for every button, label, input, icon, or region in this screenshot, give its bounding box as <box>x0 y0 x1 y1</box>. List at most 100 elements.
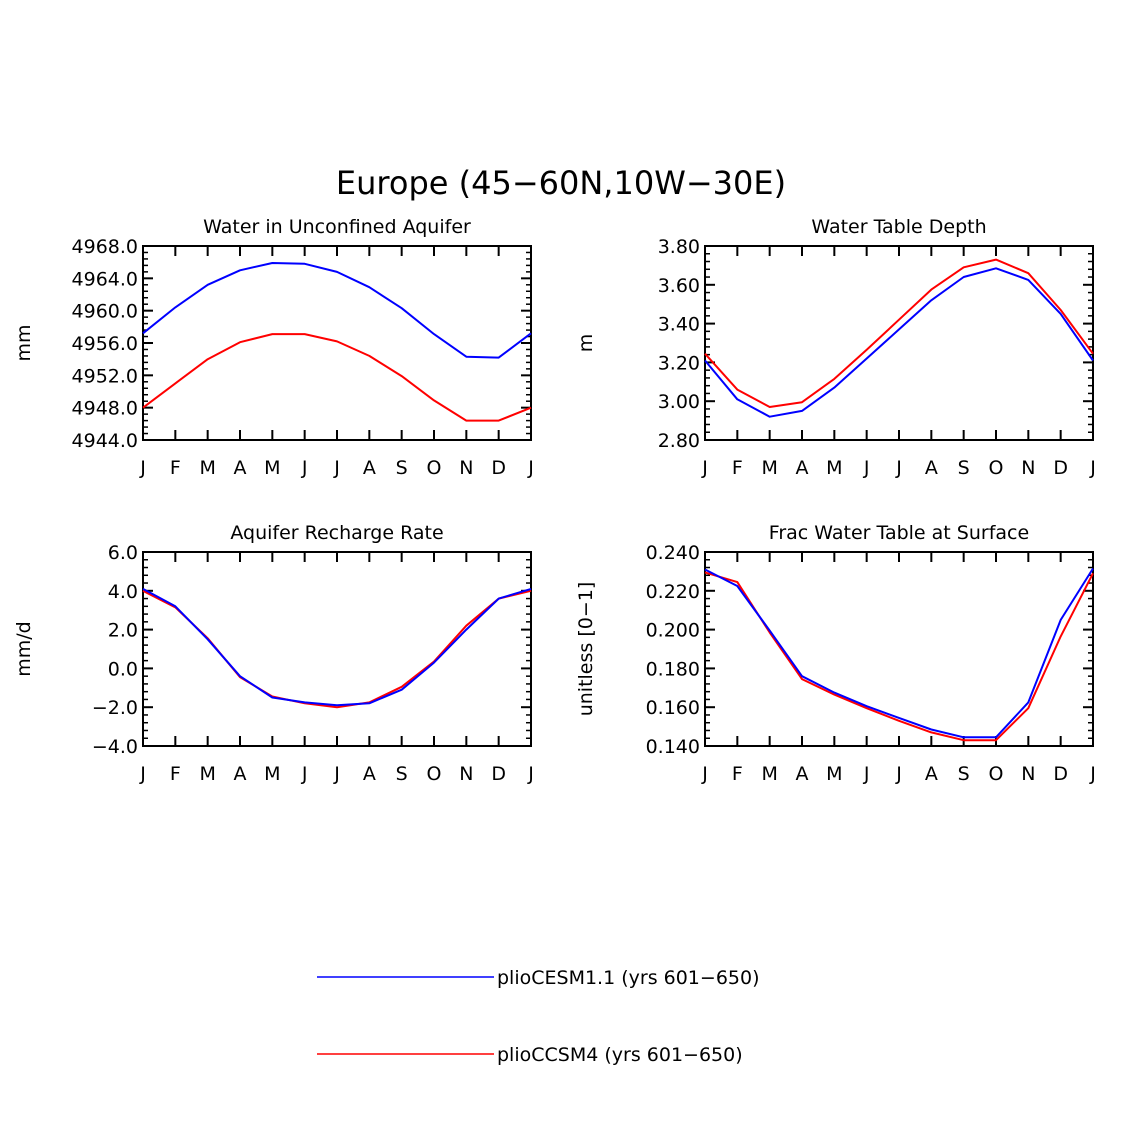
x-tick-label: F <box>170 457 181 479</box>
x-tick-label: A <box>796 457 809 479</box>
plot-frame <box>704 245 1094 441</box>
y-tick-label: 3.00 <box>658 391 700 413</box>
x-tick-label: A <box>796 763 809 785</box>
y-tick-label: 3.20 <box>658 352 700 374</box>
x-tick-label: M <box>264 457 280 479</box>
x-tick-label: O <box>427 457 442 479</box>
x-tick-label: F <box>170 763 181 785</box>
y-tick-label: 6.0 <box>108 542 138 564</box>
x-tick-label: J <box>333 457 340 479</box>
y-axis-label: mm/d <box>13 621 35 676</box>
series-line-2 <box>142 589 532 709</box>
y-tick-label: 4.0 <box>108 581 138 603</box>
y-tick-label: 0.140 <box>646 736 700 758</box>
x-tick-label: S <box>958 457 970 479</box>
panels: Water in Unconfined Aquifer mm 4944.0 4948.… <box>13 216 1096 785</box>
x-tick-label: M <box>761 457 777 479</box>
y-axis-label: unitless [0−1] <box>575 582 597 717</box>
y-tick-label: 4968.0 <box>72 236 138 258</box>
panel-title: Frac Water Table at Surface <box>769 522 1029 544</box>
y-tick-label: 0.200 <box>646 620 700 642</box>
x-tick-label: A <box>234 457 247 479</box>
x-tick-label: M <box>199 457 215 479</box>
series-line-2 <box>704 258 1094 408</box>
x-tick-label: J <box>863 763 870 785</box>
x-tick-label: A <box>234 763 247 785</box>
plot-frame <box>142 245 532 441</box>
y-axis-label: m <box>575 334 597 353</box>
x-tick-label: J <box>333 763 340 785</box>
x-tick-label: M <box>826 763 842 785</box>
x-tick-label: N <box>459 763 473 785</box>
legend-label-1: plioCESM1.1 (yrs 601−650) <box>497 967 760 989</box>
y-tick-label: −2.0 <box>92 697 138 719</box>
x-tick-label: J <box>301 763 308 785</box>
y-tick-label: 4956.0 <box>72 333 138 355</box>
x-tick-label: J <box>139 763 146 785</box>
series-line-1 <box>142 262 532 359</box>
y-tick-label: 3.40 <box>658 314 700 336</box>
series-line-2 <box>704 571 1094 742</box>
y-tick-label: 2.0 <box>108 620 138 642</box>
x-tick-label: J <box>895 763 902 785</box>
x-tick-label: O <box>427 763 442 785</box>
panel-title: Water in Unconfined Aquifer <box>203 216 471 238</box>
x-tick-label: O <box>989 457 1004 479</box>
y-tick-label: 4952.0 <box>72 365 138 387</box>
panel-3: Aquifer Recharge Rate mm/d −4.0 −2.0 0.0 2.0 4… <box>13 522 534 785</box>
x-tick-label: A <box>363 763 376 785</box>
x-tick-label: J <box>527 763 534 785</box>
panel-2: Water Table Depth m 2.80 3.00 3.20 3.40 3.60 3.… <box>575 216 1096 479</box>
x-tick-label: M <box>264 763 280 785</box>
series-line-1 <box>704 267 1094 418</box>
y-tick-label: 4948.0 <box>72 398 138 420</box>
panel-4: Frac Water Table at Surface unitless [0−1… <box>575 522 1096 785</box>
x-tick-label: D <box>1053 457 1068 479</box>
y-axis-label: mm <box>13 324 35 361</box>
legend: plioCESM1.1 (yrs 601−650) plioCCSM4 (yrs … <box>317 967 760 1066</box>
panel-title: Aquifer Recharge Rate <box>230 522 443 544</box>
y-tick-label: 4960.0 <box>72 301 138 323</box>
x-tick-label: M <box>199 763 215 785</box>
series-line-2 <box>142 333 532 422</box>
x-tick-label: N <box>1021 763 1035 785</box>
x-tick-label: S <box>396 457 408 479</box>
x-tick-label: D <box>1053 763 1068 785</box>
x-tick-label: J <box>527 457 534 479</box>
x-tick-label: F <box>732 763 743 785</box>
x-tick-label: D <box>491 457 506 479</box>
x-tick-label: N <box>1021 457 1035 479</box>
y-tick-label: 2.80 <box>658 430 700 452</box>
panel-title: Water Table Depth <box>811 216 986 238</box>
series-line-1 <box>142 587 532 707</box>
x-tick-label: J <box>701 763 708 785</box>
y-tick-label: 0.0 <box>108 658 138 680</box>
panel-1: Water in Unconfined Aquifer mm 4944.0 4948.… <box>13 216 534 479</box>
x-tick-label: J <box>863 457 870 479</box>
x-tick-label: S <box>958 763 970 785</box>
x-tick-label: A <box>925 763 938 785</box>
y-tick-label: −4.0 <box>92 736 138 758</box>
x-tick-label: F <box>732 457 743 479</box>
x-tick-label: J <box>301 457 308 479</box>
x-tick-label: J <box>895 457 902 479</box>
y-tick-label: 0.180 <box>646 658 700 680</box>
x-tick-label: J <box>701 457 708 479</box>
x-tick-label: J <box>1089 457 1096 479</box>
y-tick-label: 0.240 <box>646 542 700 564</box>
x-tick-label: M <box>761 763 777 785</box>
x-tick-label: A <box>925 457 938 479</box>
y-tick-label: 4944.0 <box>72 430 138 452</box>
x-tick-label: N <box>459 457 473 479</box>
figure-title: Europe (45−60N,10W−30E) <box>336 164 786 202</box>
series-line-1 <box>704 567 1094 739</box>
x-tick-label: S <box>396 763 408 785</box>
x-tick-label: J <box>1089 763 1096 785</box>
plot-frame <box>142 551 532 747</box>
x-tick-label: J <box>139 457 146 479</box>
x-tick-label: D <box>491 763 506 785</box>
legend-label-2: plioCCSM4 (yrs 601−650) <box>497 1044 743 1066</box>
y-tick-label: 0.220 <box>646 581 700 603</box>
x-tick-label: A <box>363 457 376 479</box>
